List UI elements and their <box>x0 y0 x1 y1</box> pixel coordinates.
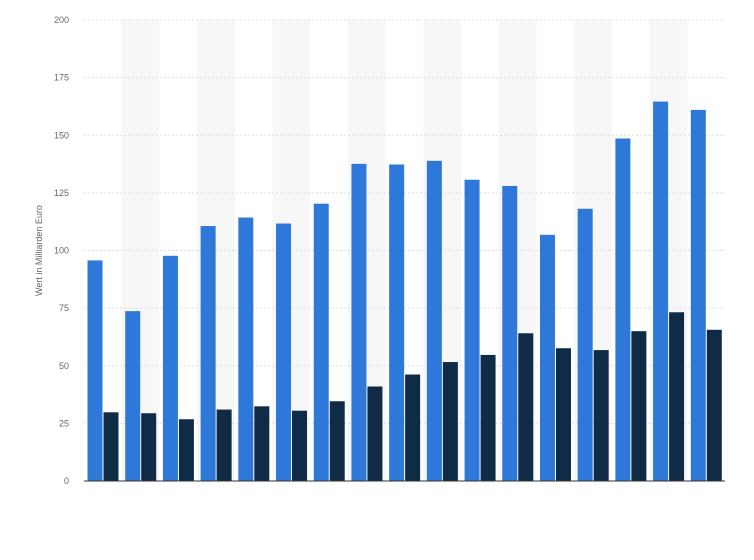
bar-series-2[interactable] <box>593 350 609 481</box>
bar-series-2[interactable] <box>405 374 421 481</box>
bar-series-2[interactable] <box>518 333 534 481</box>
y-tick-label: 175 <box>54 73 69 83</box>
bar-series-1[interactable] <box>351 163 367 481</box>
bar-series-2[interactable] <box>367 386 383 482</box>
bar-series-1[interactable] <box>238 217 254 482</box>
bar-series-1[interactable] <box>276 223 292 481</box>
bar-series-1[interactable] <box>389 164 405 481</box>
y-tick-label: 200 <box>54 15 69 25</box>
bar-series-2[interactable] <box>706 329 722 481</box>
bar-series-1[interactable] <box>125 311 141 481</box>
y-tick-label: 100 <box>54 246 69 256</box>
bar-series-1[interactable] <box>539 234 555 481</box>
bars <box>87 101 722 482</box>
y-axis-tick-labels: 0 25 50 75 100 125 150 175 200 <box>54 15 69 486</box>
bar-series-1[interactable] <box>313 203 329 481</box>
bar-series-1[interactable] <box>464 179 480 482</box>
bar-series-1[interactable] <box>502 185 518 481</box>
bar-series-2[interactable] <box>442 362 458 481</box>
bar-series-2[interactable] <box>216 409 232 481</box>
bar-series-1[interactable] <box>577 208 593 481</box>
bar-series-2[interactable] <box>103 412 119 481</box>
bar-series-2[interactable] <box>555 348 571 481</box>
y-tick-label: 125 <box>54 188 69 198</box>
y-tick-label: 0 <box>64 476 69 486</box>
bar-series-1[interactable] <box>426 160 442 481</box>
bar-series-2[interactable] <box>292 410 308 481</box>
y-axis-title: Wert in Milliarden Euro <box>34 205 44 296</box>
gridlines <box>84 19 725 424</box>
bar-series-1[interactable] <box>615 138 631 482</box>
bar-series-1[interactable] <box>200 226 216 481</box>
bar-series-1[interactable] <box>690 109 706 481</box>
bar-series-2[interactable] <box>480 354 496 481</box>
bar-series-2[interactable] <box>631 331 647 481</box>
y-tick-label: 50 <box>59 361 69 371</box>
bar-series-1[interactable] <box>87 260 103 481</box>
bar-series-1[interactable] <box>162 255 178 481</box>
y-tick-label: 25 <box>59 418 69 428</box>
bar-series-2[interactable] <box>178 419 194 481</box>
bar-series-1[interactable] <box>653 101 669 481</box>
bar-series-2[interactable] <box>669 312 685 481</box>
y-tick-label: 75 <box>59 303 69 313</box>
y-tick-label: 150 <box>54 130 69 140</box>
bar-series-2[interactable] <box>329 401 345 481</box>
bar-series-2[interactable] <box>141 413 157 481</box>
bar-series-2[interactable] <box>254 406 270 481</box>
